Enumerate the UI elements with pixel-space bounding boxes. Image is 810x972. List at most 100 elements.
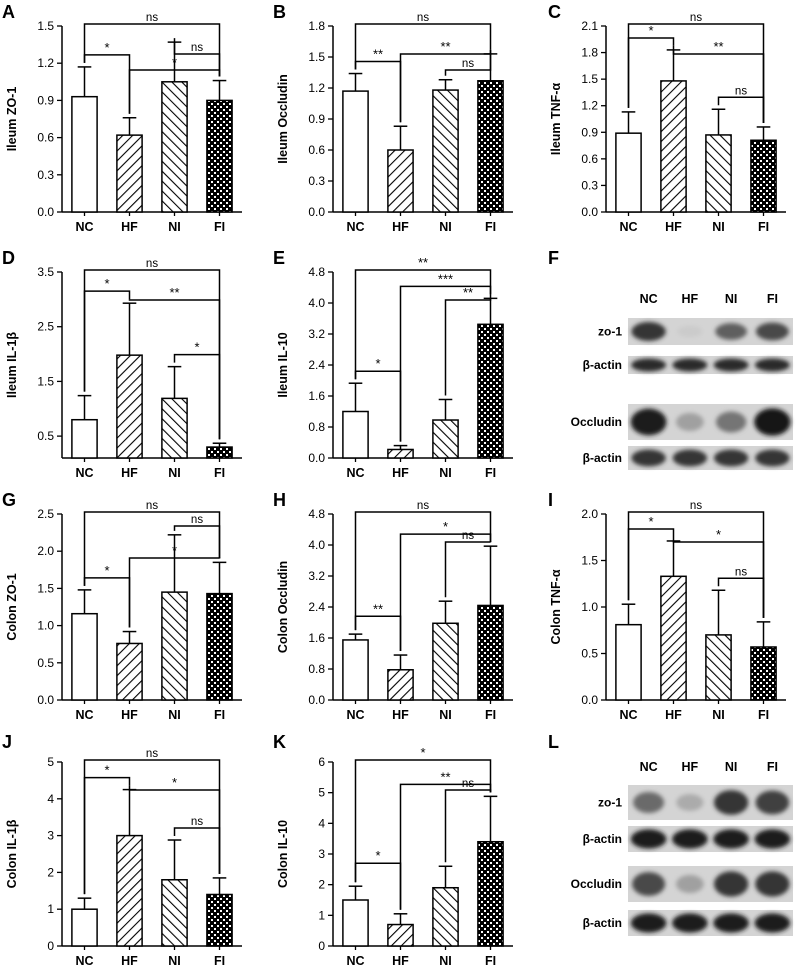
y-tick-label: 0.8 xyxy=(308,662,325,676)
bar-fi xyxy=(206,893,233,947)
bar-ni xyxy=(432,886,459,947)
y-tick-label: 6 xyxy=(318,755,325,769)
significance-bracket xyxy=(399,783,492,910)
lane-label: NI xyxy=(725,292,738,306)
x-tick-label: HF xyxy=(121,954,138,968)
y-tick-label: 2.4 xyxy=(308,358,325,372)
significance-bracket xyxy=(399,533,492,652)
y-tick-label: 0.5 xyxy=(37,429,54,443)
y-tick-label: 1.8 xyxy=(308,19,325,33)
blot-band xyxy=(676,794,704,811)
y-tick-label: 1.5 xyxy=(37,374,54,388)
bar-nc xyxy=(342,899,369,947)
bar-hf xyxy=(387,923,414,947)
x-tick-label: NI xyxy=(168,466,181,480)
significance-label: ** xyxy=(440,769,450,784)
significance-bracket xyxy=(627,528,675,601)
x-tick-label: FI xyxy=(485,954,496,968)
blot-band xyxy=(630,829,667,849)
bar-fi xyxy=(477,80,504,213)
y-tick-label: 0.0 xyxy=(581,205,598,219)
x-tick-label: HF xyxy=(392,954,409,968)
significance-bracket xyxy=(717,96,765,123)
y-tick-label: 2 xyxy=(47,865,54,879)
blot-row-label: Occludin xyxy=(571,415,622,429)
y-tick-label: 1.5 xyxy=(308,50,325,64)
lane-label: FI xyxy=(767,760,778,774)
y-tick-label: 1.6 xyxy=(308,389,325,403)
y-tick-label: 1 xyxy=(47,902,54,916)
blot-band xyxy=(755,790,790,815)
blot-row-label: zo-1 xyxy=(598,325,622,339)
chart-panel-b: B 0.0 0.3 0.6 0.9 1.2 1.5 1.8 Ileum Occludin NC HF… xyxy=(273,2,513,234)
x-tick-label: FI xyxy=(214,708,225,722)
x-tick-label: HF xyxy=(392,466,409,480)
y-tick-label: 0.8 xyxy=(308,420,325,434)
significance-bracket xyxy=(128,69,221,114)
blot-band xyxy=(754,358,790,372)
x-tick-label: HF xyxy=(121,466,138,480)
y-tick-label: 0.6 xyxy=(37,131,54,145)
y-axis-label: Colon TNF-α xyxy=(549,569,563,644)
bar-fi xyxy=(206,446,233,459)
blot-band xyxy=(631,358,667,372)
x-tick-label: NI xyxy=(712,220,725,234)
blot-band xyxy=(672,358,708,372)
y-tick-label: 1.8 xyxy=(581,46,598,60)
y-tick-label: 1.5 xyxy=(37,581,54,595)
blot-row-label: β-actin xyxy=(583,832,622,846)
significance-bracket xyxy=(627,23,765,123)
y-tick-label: 0.0 xyxy=(37,693,54,707)
chart-panel-j: J 0 1 2 3 4 5 Colon IL-1β NC HF NI FI ns * * ns xyxy=(2,732,242,968)
significance-label: ns xyxy=(690,12,702,24)
x-tick-label: HF xyxy=(392,220,409,234)
panel-letter: K xyxy=(273,732,286,752)
significance-label: ** xyxy=(373,47,383,62)
y-tick-label: 2 xyxy=(318,878,325,892)
y-tick-label: 2.0 xyxy=(581,507,598,521)
significance-bracket xyxy=(444,49,492,76)
y-axis-label: Ileum ZO-1 xyxy=(5,87,19,152)
significance-bracket xyxy=(83,776,131,895)
significance-label: ** xyxy=(169,285,179,300)
y-tick-label: 0.6 xyxy=(308,143,325,157)
bar-nc xyxy=(71,908,98,947)
bar-nc xyxy=(71,95,98,213)
panel-letter: L xyxy=(548,732,559,752)
blot-band xyxy=(754,829,791,849)
panel-letter: H xyxy=(273,490,286,510)
y-tick-label: 1 xyxy=(318,908,325,922)
y-tick-label: 4.8 xyxy=(308,507,325,521)
y-tick-label: 0.0 xyxy=(308,451,325,465)
bar-ni xyxy=(705,134,732,213)
significance-label: ns xyxy=(735,566,747,578)
x-tick-label: NC xyxy=(346,708,364,722)
panel-letter: A xyxy=(2,2,15,22)
significance-label: ns xyxy=(462,778,474,790)
blot-band xyxy=(713,871,749,897)
y-axis-label: Ileum IL-1β xyxy=(5,332,19,398)
bar-hf xyxy=(116,134,143,213)
significance-label: ns xyxy=(735,85,747,97)
blot-band xyxy=(754,913,791,933)
chart-panel-e: E 0.0 0.8 1.6 2.4 3.2 4.0 4.8 Ileum IL-10 NC HF NI F… xyxy=(273,248,513,480)
y-tick-label: 1.2 xyxy=(37,56,54,70)
y-tick-label: 4.8 xyxy=(308,265,325,279)
x-tick-label: NC xyxy=(619,220,637,234)
blot-row-label: β-actin xyxy=(583,358,622,372)
y-tick-label: 2.5 xyxy=(37,507,54,521)
x-tick-label: FI xyxy=(214,466,225,480)
x-tick-label: FI xyxy=(485,708,496,722)
significance-label: ns xyxy=(191,816,203,828)
significance-bracket xyxy=(717,577,765,618)
bar-hf xyxy=(387,669,414,701)
y-tick-label: 4 xyxy=(318,816,325,830)
y-tick-label: 2.5 xyxy=(37,320,54,334)
significance-label: * xyxy=(375,356,380,371)
y-tick-label: 4.0 xyxy=(308,296,325,310)
y-tick-label: 4.0 xyxy=(308,538,325,552)
blot-band xyxy=(630,913,667,933)
y-tick-label: 0.9 xyxy=(308,112,325,126)
